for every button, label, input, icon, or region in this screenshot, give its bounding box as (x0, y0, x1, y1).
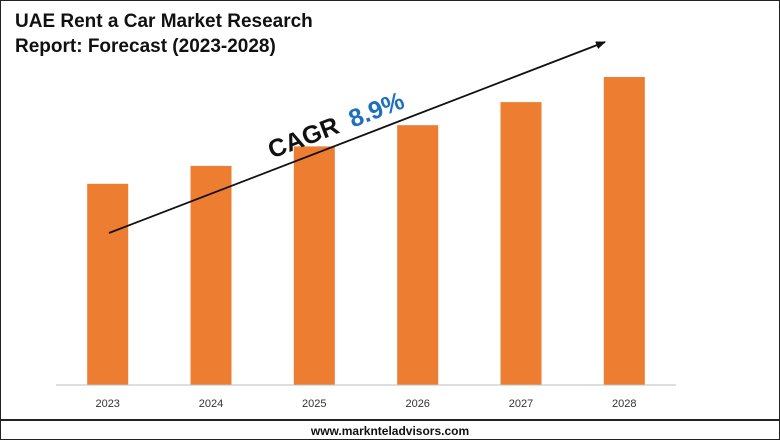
bars-layer (87, 77, 645, 385)
chart-title-line-1: UAE Rent a Car Market Research (15, 11, 313, 32)
x-tick-label-2023: 2023 (95, 398, 119, 410)
x-tick-label-2024: 2024 (199, 398, 223, 410)
x-tick-label-2025: 2025 (302, 398, 326, 410)
website-url: www.marknteladvisors.com (310, 424, 470, 438)
x-tick-label-2026: 2026 (405, 398, 429, 410)
bar-2024 (190, 165, 232, 385)
chart-title: UAE Rent a Car Market Research Report: F… (15, 9, 435, 59)
bar-2028 (603, 77, 645, 385)
x-tick-label-2028: 2028 (612, 398, 636, 410)
trend-arrow (108, 41, 606, 234)
x-tick-labels: 2023 2024 2025 2026 2027 2028 (95, 398, 636, 410)
bar-2025 (293, 146, 335, 385)
bar-chart: 2023 2024 2025 2026 2027 2028 CAGR 8.9% (56, 41, 676, 410)
x-tick-label-2027: 2027 (509, 398, 533, 410)
chart-title-line-2: Report: Forecast (2023-2028) (15, 36, 276, 57)
bar-2027 (500, 102, 542, 385)
bar-2026 (397, 125, 439, 385)
bar-2023 (87, 183, 129, 385)
footer: www.marknteladvisors.com (1, 419, 779, 439)
